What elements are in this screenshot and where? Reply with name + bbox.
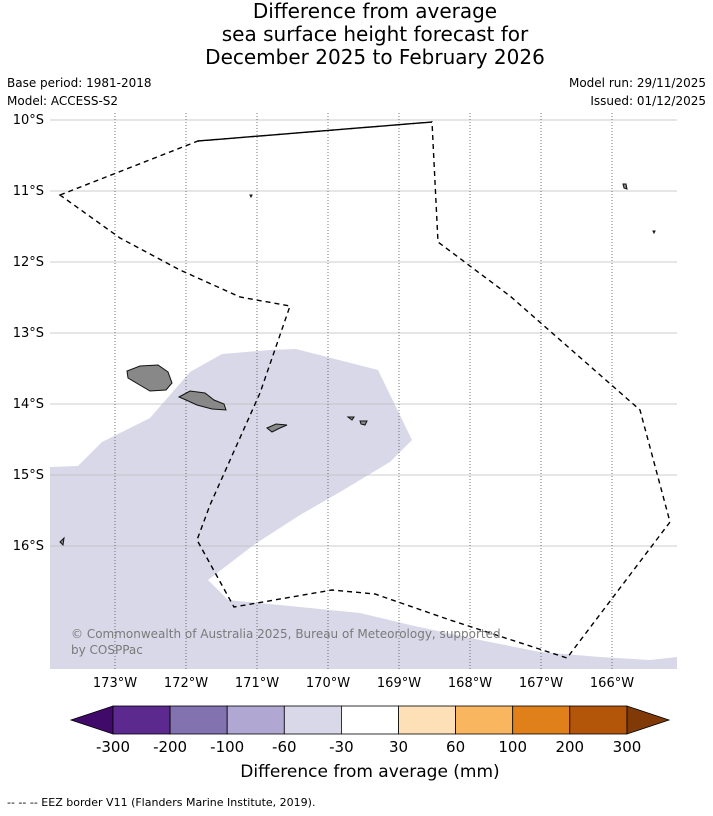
lon-label: 170°W: [306, 676, 350, 691]
base-period: Base period: 1981-2018: [7, 76, 152, 90]
lon-label: 172°W: [164, 676, 208, 691]
chart-title: Difference from average sea surface heig…: [0, 0, 713, 69]
lat-label: 11°S: [13, 184, 44, 199]
colorbar-extend-max: [626, 705, 671, 735]
colorbar-tick: -100: [210, 738, 244, 756]
tutuila-island: [266, 423, 288, 433]
manua-island-1: [346, 416, 355, 421]
colorbar-segment: [340, 705, 399, 735]
title-line-2: sea surface height forecast for: [221, 22, 529, 46]
lat-label: 10°S: [13, 113, 44, 128]
lon-label: 173°W: [93, 676, 137, 691]
model-name: Model: ACCESS-S2: [7, 94, 119, 108]
colorbar-segment: [455, 705, 514, 735]
tokelau-island-1: [622, 183, 628, 190]
colorbar: -300 -200 -100 -60 -30 30 60 100 200 300…: [69, 705, 671, 782]
lat-label: 12°S: [13, 255, 44, 270]
colorbar-segment: [226, 705, 285, 735]
upolu-island: [177, 390, 227, 411]
swains-island: [249, 194, 253, 199]
lon-label: 171°W: [235, 676, 279, 691]
colorbar-segment: [398, 705, 456, 735]
colorbar-tick: -300: [96, 738, 130, 756]
anomaly-fill-region: [50, 349, 677, 669]
colorbar-label: Difference from average (mm): [240, 762, 499, 782]
colorbar-tick: -30: [329, 738, 354, 756]
lat-label: 14°S: [13, 397, 44, 412]
lon-label: 169°W: [377, 676, 421, 691]
wallis-island: [59, 536, 65, 547]
colorbar-extend-min: [69, 705, 114, 735]
colorbar-tick: 300: [613, 738, 642, 756]
lat-label: 16°S: [13, 539, 44, 554]
eez-border-samoa: [58, 121, 671, 659]
colorbar-tick: 200: [555, 738, 584, 756]
title-line-3: December 2025 to February 2026: [205, 45, 545, 69]
colorbar-ticks: -300 -200 -100 -60 -30 30 60 100 200 300: [96, 738, 641, 756]
lat-labels: 10°S 11°S 12°S 13°S 14°S 15°S 16°S: [13, 113, 44, 554]
tokelau-island-2: [652, 230, 656, 235]
lon-labels: 173°W 172°W 171°W 170°W 169°W 168°W 167°…: [93, 676, 634, 691]
colorbar-segment: [169, 705, 228, 735]
colorbar-tick: 100: [498, 738, 527, 756]
meta-right: Model run: 29/11/2025 Issued: 01/12/2025: [569, 74, 706, 110]
map-area: [50, 113, 677, 669]
copyright-notice: © Commonwealth of Australia 2025, Bureau…: [71, 626, 501, 658]
savaii-island: [126, 364, 173, 392]
lon-label: 168°W: [448, 676, 492, 691]
colorbar-segment: [569, 705, 628, 735]
colorbar-tick: 30: [389, 738, 408, 756]
manua-island-2: [359, 420, 368, 426]
lon-label: 166°W: [590, 676, 634, 691]
colorbar-segment: [283, 705, 342, 735]
copyright-line-1: © Commonwealth of Australia 2025, Bureau…: [71, 627, 501, 641]
issued-date: Issued: 01/12/2025: [590, 94, 706, 108]
eez-legend-note: -- -- -- EEZ border V11 (Flanders Marine…: [7, 796, 316, 809]
land-islands: [59, 183, 656, 547]
colorbar-segment: [512, 705, 571, 735]
lon-label: 167°W: [519, 676, 563, 691]
eez-border-inner: [197, 121, 433, 142]
meta-left: Base period: 1981-2018 Model: ACCESS-S2: [7, 74, 152, 110]
colorbar-tick: -200: [153, 738, 187, 756]
lat-label: 13°S: [13, 326, 44, 341]
model-run: Model run: 29/11/2025: [568, 76, 706, 90]
title-line-1: Difference from average: [252, 0, 498, 23]
eez-borders: [58, 121, 671, 659]
colorbar-tick: 60: [446, 738, 465, 756]
copyright-line-2: by COSPPac: [71, 643, 143, 657]
colorbar-segment: [112, 705, 171, 735]
lat-gridlines: [50, 119, 677, 547]
lat-label: 15°S: [13, 468, 44, 483]
colorbar-tick: -60: [272, 738, 297, 756]
